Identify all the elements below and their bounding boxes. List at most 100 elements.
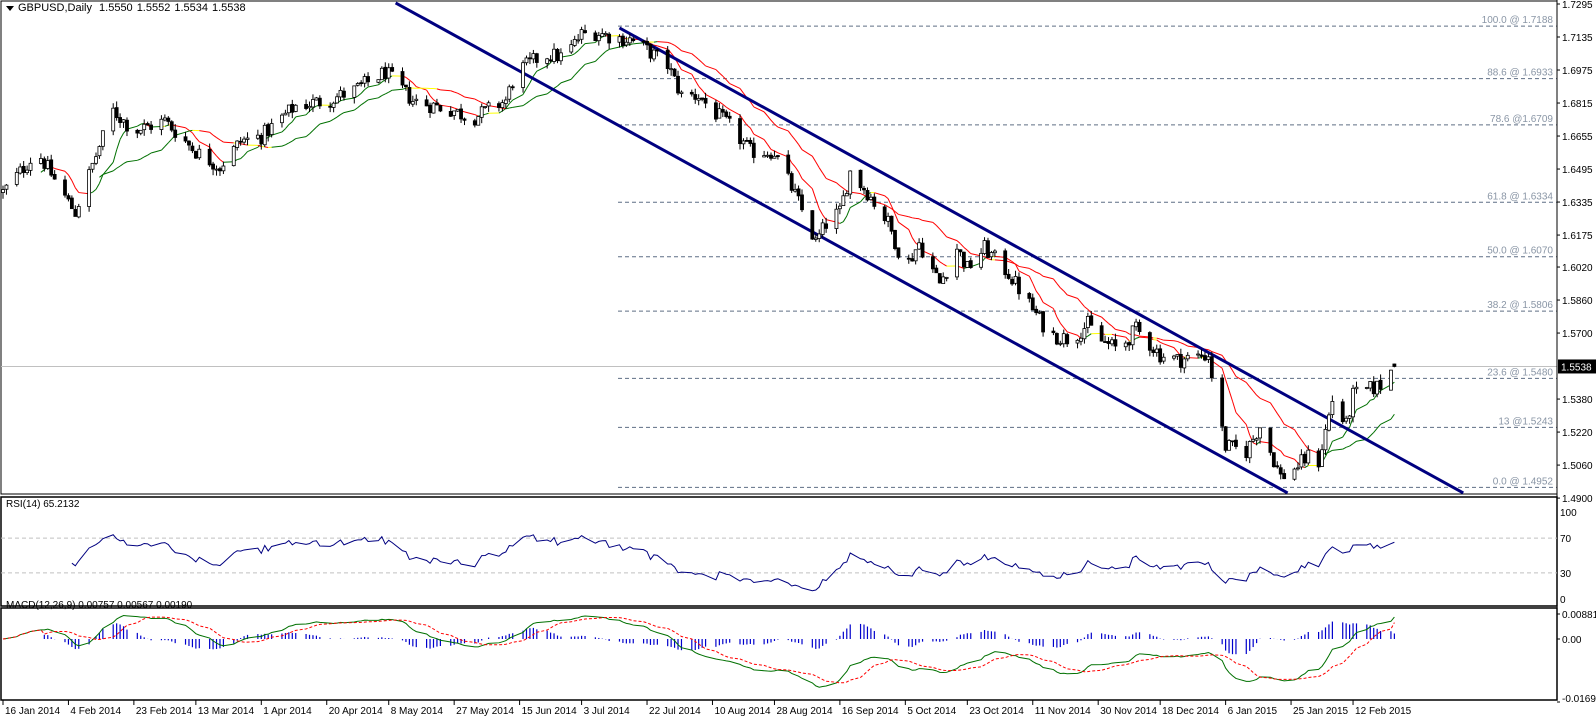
ma-slow-segment [1342, 446, 1347, 450]
candle-body [197, 148, 202, 159]
candle-body [328, 105, 333, 108]
candle [1085, 312, 1090, 334]
candle-body [521, 62, 525, 88]
candle [652, 46, 656, 62]
ma-fast-segment [378, 81, 383, 86]
candle-body [882, 206, 887, 222]
ma-slow-segment [1369, 432, 1375, 437]
candle-body [428, 104, 432, 113]
candle-body [162, 117, 167, 121]
candle-body [765, 154, 770, 157]
candle-body [342, 90, 346, 98]
candle-body [1203, 355, 1207, 361]
candle-body [1017, 276, 1021, 295]
ma-fast-segment [1125, 336, 1130, 342]
ma-fast-segment [464, 111, 475, 116]
candle-body [73, 209, 78, 217]
candle-body [149, 124, 153, 130]
ma-slow-segment [481, 102, 486, 105]
candle-body [311, 99, 315, 108]
ma-slow-segment [1180, 342, 1185, 345]
ma-slow-segment [536, 93, 548, 97]
macd-tick-label: 0.00881 [1562, 610, 1596, 621]
candle [834, 203, 839, 234]
candle-body [1010, 279, 1014, 285]
candle-body [1254, 438, 1259, 441]
candle-body [1344, 417, 1349, 422]
candle [1185, 352, 1190, 362]
candle [73, 205, 78, 217]
ma-slow-segment [209, 131, 214, 136]
ma-slow-segment [164, 142, 169, 147]
candle-body [69, 197, 74, 210]
candle-body [1227, 440, 1231, 451]
candle [87, 166, 91, 212]
candle-body [555, 48, 560, 62]
candle-body [545, 58, 550, 64]
ma-fast-segment [1056, 316, 1061, 324]
ma-slow-segment [605, 48, 610, 52]
candle-body [486, 102, 491, 107]
candle [868, 193, 873, 201]
ma-fast-segment [195, 137, 200, 142]
ma-slow-segment [595, 57, 600, 62]
candle [1051, 327, 1056, 336]
candle [986, 237, 990, 258]
candle-body [1351, 387, 1355, 418]
date-tick-label: 1 Apr 2014 [263, 706, 312, 717]
candle [714, 99, 718, 123]
ma-slow-segment [402, 87, 407, 90]
ma-slow-segment [1256, 394, 1261, 399]
ma-slow-segment [763, 111, 768, 117]
candle [138, 129, 143, 136]
candle [961, 251, 966, 272]
ma-fast-segment [426, 89, 431, 96]
ma-slow-segment [1280, 418, 1285, 425]
candle [645, 37, 649, 50]
candle-body [331, 102, 336, 108]
ma-fast-segment [898, 221, 910, 230]
ma-slow-segment [1345, 445, 1350, 448]
candle-body [452, 110, 457, 116]
candle-body [259, 134, 264, 145]
candle [21, 160, 26, 178]
ma-fast-segment [116, 139, 121, 151]
ma-slow-segment [674, 44, 679, 49]
macd-label: MACD(12,26,9) 0.00757 0.00567 0.00190 [6, 600, 193, 611]
ma-fast-segment [508, 99, 514, 105]
candle-body [1151, 349, 1156, 353]
ma-slow-segment [1163, 339, 1174, 342]
candle [524, 55, 529, 66]
candle [669, 63, 674, 76]
candle [1178, 348, 1183, 373]
ma-fast-segment [1087, 333, 1092, 337]
ma-fast-segment [577, 46, 582, 52]
candle [865, 187, 870, 202]
candle-body [772, 155, 777, 159]
ma-slow-segment [309, 130, 314, 135]
candle-body [262, 124, 267, 146]
candle [1368, 380, 1373, 392]
candle [724, 109, 729, 119]
candle [366, 72, 370, 87]
candle [376, 79, 381, 84]
macd-signal-line [2, 616, 1395, 684]
triangle-down-icon[interactable] [6, 5, 14, 11]
macd-pane [0, 607, 1558, 701]
ma-slow-segment [1011, 262, 1016, 265]
candle [214, 165, 219, 176]
candle [769, 152, 773, 161]
ma-fast-segment [1342, 431, 1347, 438]
ma-fast-segment [285, 124, 290, 130]
candle-body [655, 49, 660, 52]
candle-body [169, 121, 174, 131]
candle [42, 156, 47, 172]
candle [813, 233, 818, 242]
ma-slow-segment [1029, 267, 1034, 271]
ma-slow-segment [1053, 278, 1058, 284]
candle-body [1354, 386, 1359, 390]
candle [906, 254, 911, 264]
chart-header: GBPUSD,Daily 1.5550 1.5552 1.5534 1.5538 [6, 2, 250, 14]
ma-slow-segment [381, 93, 386, 97]
